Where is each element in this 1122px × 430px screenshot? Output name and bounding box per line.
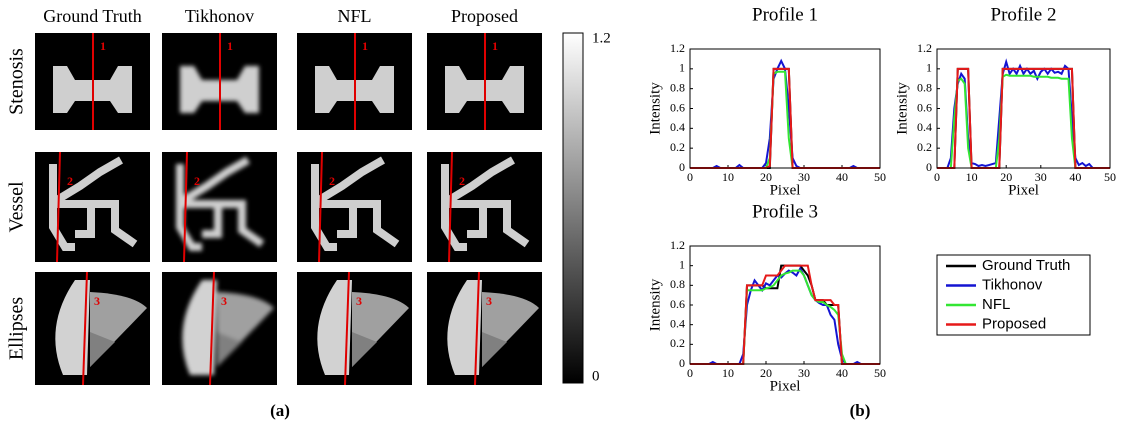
y-tick-label: 1.2 bbox=[917, 41, 932, 55]
y-tick-label: 1 bbox=[926, 61, 932, 75]
y-tick-label: 1 bbox=[679, 61, 685, 75]
legend-label: NFL bbox=[982, 296, 1010, 313]
chart-title: Profile 1 bbox=[752, 4, 818, 25]
colorbar-label: 1.2 bbox=[592, 30, 611, 46]
profile-number: 1 bbox=[227, 39, 233, 53]
profile-number: 3 bbox=[486, 294, 492, 308]
x-axis-label: Pixel bbox=[1008, 182, 1039, 198]
x-tick-label: 40 bbox=[1069, 170, 1081, 184]
legend-label: Ground Truth bbox=[982, 257, 1070, 274]
y-tick-label: 0.8 bbox=[670, 277, 685, 291]
x-tick-label: 10 bbox=[722, 170, 734, 184]
image-cell: 1 bbox=[297, 33, 412, 130]
x-axis-label: Pixel bbox=[770, 182, 801, 198]
y-axis-label: Intensity bbox=[647, 82, 663, 135]
row-label: Ellipses bbox=[6, 297, 28, 361]
figure: (a) (b) Ground Truth Tikhonov NFL Proposed S… bbox=[0, 0, 1122, 430]
y-tick-label: 0.4 bbox=[670, 316, 685, 330]
image-cell: 2 bbox=[297, 152, 412, 262]
profile-number: 1 bbox=[362, 39, 368, 53]
caption-b: (b) bbox=[850, 401, 871, 420]
image-cell: 1 bbox=[427, 33, 542, 130]
y-tick-label: 1.2 bbox=[670, 238, 685, 252]
column-title: Ground Truth bbox=[43, 6, 142, 26]
image-cell: 2 bbox=[35, 152, 150, 262]
profile-number: 1 bbox=[100, 39, 106, 53]
y-tick-label: 0.2 bbox=[917, 140, 932, 154]
x-tick-label: 50 bbox=[1104, 170, 1116, 184]
chart-title: Profile 2 bbox=[991, 4, 1057, 25]
image-cell: 3 bbox=[162, 272, 277, 385]
image-cell: 2 bbox=[162, 152, 277, 262]
profile-number: 3 bbox=[221, 294, 227, 308]
y-tick-label: 0.4 bbox=[917, 120, 932, 134]
x-tick-label: 50 bbox=[874, 170, 886, 184]
caption-a: (a) bbox=[270, 401, 290, 420]
y-tick-label: 0.2 bbox=[670, 336, 685, 350]
legend-label: Tikhonov bbox=[982, 276, 1043, 293]
legend-label: Proposed bbox=[982, 315, 1046, 332]
profile-number: 3 bbox=[94, 294, 100, 308]
y-tick-label: 0 bbox=[679, 356, 685, 370]
chart-title: Profile 3 bbox=[752, 201, 818, 222]
image-cell: 1 bbox=[35, 33, 150, 130]
x-tick-label: 40 bbox=[836, 170, 848, 184]
column-title: NFL bbox=[337, 6, 371, 26]
y-axis-label: Intensity bbox=[894, 82, 910, 135]
y-tick-label: 0 bbox=[679, 160, 685, 174]
image-cell: 3 bbox=[427, 272, 542, 385]
y-tick-label: 0.6 bbox=[670, 100, 685, 114]
plot-area bbox=[690, 246, 880, 364]
y-tick-label: 1.2 bbox=[670, 41, 685, 55]
y-tick-label: 1 bbox=[679, 257, 685, 271]
image-cell: 3 bbox=[35, 272, 150, 385]
x-tick-label: 40 bbox=[836, 366, 848, 380]
x-tick-label: 0 bbox=[687, 170, 693, 184]
y-tick-label: 0.6 bbox=[917, 100, 932, 114]
legend: Ground Truth Tikhonov NFL Proposed bbox=[937, 255, 1090, 335]
profile-number: 2 bbox=[459, 174, 465, 188]
image-cell: 2 bbox=[427, 152, 542, 262]
y-axis-label: Intensity bbox=[647, 278, 663, 331]
y-tick-label: 0.6 bbox=[670, 297, 685, 311]
y-tick-label: 0 bbox=[926, 160, 932, 174]
profile-number: 1 bbox=[492, 39, 498, 53]
x-tick-label: 10 bbox=[722, 366, 734, 380]
x-tick-label: 0 bbox=[934, 170, 940, 184]
profile-number: 2 bbox=[194, 174, 200, 188]
x-axis-label: Pixel bbox=[770, 378, 801, 394]
row-label: Stenosis bbox=[6, 48, 28, 115]
profile-number: 2 bbox=[329, 174, 335, 188]
y-tick-label: 0.8 bbox=[670, 80, 685, 94]
image-cell: 1 bbox=[162, 33, 277, 130]
x-tick-label: 50 bbox=[874, 366, 886, 380]
row-label: Vessel bbox=[6, 181, 28, 233]
column-title: Proposed bbox=[451, 6, 518, 26]
column-title: Tikhonov bbox=[185, 6, 254, 26]
colorbar bbox=[563, 33, 583, 383]
colorbar-label: 0 bbox=[592, 368, 600, 384]
x-tick-label: 10 bbox=[966, 170, 978, 184]
profile-number: 3 bbox=[356, 294, 362, 308]
y-tick-label: 0.4 bbox=[670, 120, 685, 134]
image-cell: 3 bbox=[297, 272, 412, 385]
y-tick-label: 0.2 bbox=[670, 140, 685, 154]
x-tick-label: 0 bbox=[687, 366, 693, 380]
y-tick-label: 0.8 bbox=[917, 80, 932, 94]
plot-area bbox=[937, 49, 1110, 168]
profile-number: 2 bbox=[67, 174, 73, 188]
